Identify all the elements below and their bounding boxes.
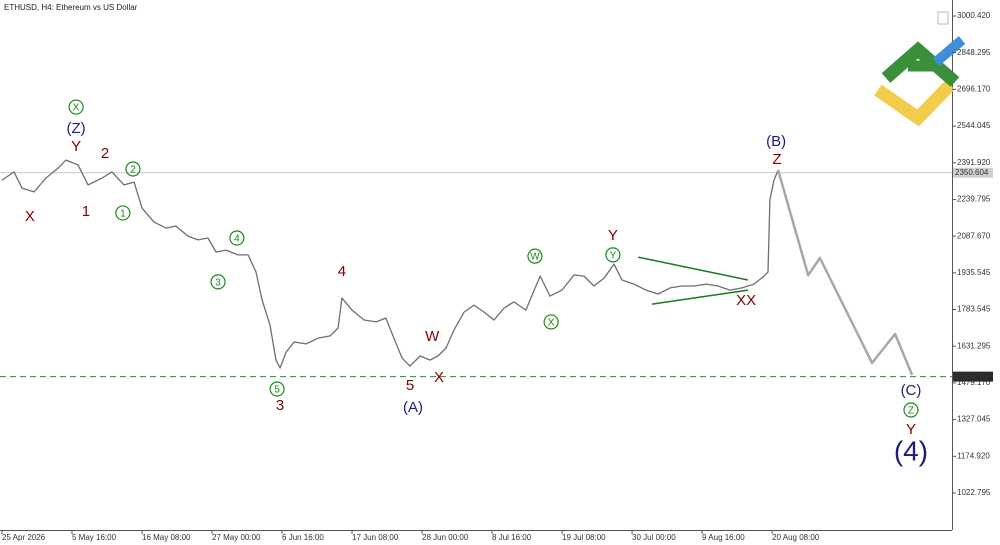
price-label-box [953, 371, 993, 382]
price-label: 2350.604 [955, 168, 989, 177]
wave-label: X [25, 208, 35, 225]
y-tick-label: 1174.920 [957, 451, 990, 460]
wave-label: 3 [276, 397, 284, 414]
wave-circle [605, 247, 621, 263]
wave-label: X [548, 318, 555, 329]
wave-circle [903, 402, 919, 418]
wave-circle [269, 381, 285, 397]
trade-icon[interactable] [937, 11, 949, 25]
y-tick-label: 1783.545 [957, 305, 991, 314]
x-tick-label: 28 Jun 00:00 [422, 533, 469, 542]
y-tick-label: 1327.045 [957, 415, 991, 424]
wave-circle [229, 230, 245, 246]
wave-circle [527, 248, 543, 264]
x-tick-label: 16 May 08:00 [142, 533, 191, 542]
y-tick-label: 2239.795 [957, 195, 991, 204]
wave-circle [210, 274, 226, 290]
wave-circle [68, 99, 84, 115]
logo [874, 36, 966, 127]
wave-label: W [425, 328, 440, 345]
x-tick-label: 25 Apr 2026 [2, 533, 46, 542]
trend-line [651, 289, 749, 305]
wave-label: W [530, 252, 540, 263]
y-tick-label: 1479.170 [957, 378, 991, 387]
wave-label: 1 [120, 209, 126, 220]
y-tick-label: 3000.420 [957, 11, 991, 20]
x-tick-label: 5 May 16:00 [72, 533, 117, 542]
x-tick-label: 20 Aug 08:00 [772, 533, 820, 542]
y-tick-label: 1935.545 [957, 268, 991, 277]
wave-label: Z [772, 151, 781, 168]
wave-label: (C) [901, 382, 922, 399]
wave-label: 2 [130, 165, 136, 176]
wave-label: 3 [215, 278, 221, 289]
wave-label: 2 [101, 145, 109, 162]
wave-label: Y [608, 227, 618, 244]
projection-line [776, 169, 914, 376]
x-tick-label: 30 Jul 00:00 [632, 533, 676, 542]
wave-label: Y [71, 138, 81, 155]
trend-line [637, 256, 749, 281]
wave-label: X [73, 103, 80, 114]
wave-label: 4 [338, 263, 346, 280]
y-tick-label: 2848.295 [957, 48, 991, 57]
wave-label: X [434, 369, 444, 386]
wave-circle [125, 161, 141, 177]
wave-label: (B) [766, 133, 786, 150]
x-tick-label: 6 Jun 16:00 [282, 533, 324, 542]
x-tick-label: 17 Jun 08:00 [352, 533, 399, 542]
wave-label: (4) [894, 435, 928, 466]
x-tick-label: 19 Jul 08:00 [562, 533, 606, 542]
wave-label: Z [908, 406, 914, 417]
wave-label: 1 [82, 203, 90, 220]
wave-label: 5 [274, 385, 280, 396]
wave-label: (A) [403, 399, 423, 416]
price-label: 1505.307 [955, 372, 989, 381]
x-tick-label: 8 Jul 16:00 [492, 533, 532, 542]
price-label-box [953, 167, 993, 178]
wave-label: Y [906, 421, 916, 438]
y-tick-label: 2087.670 [957, 231, 991, 240]
wave-label: Y [610, 251, 617, 262]
price-line [1, 159, 779, 369]
wave-label: XX [736, 292, 756, 309]
wave-label: 5 [406, 377, 414, 394]
wave-circle [543, 314, 559, 330]
x-tick-label: 27 May 00:00 [212, 533, 261, 542]
y-tick-label: 1631.295 [957, 341, 991, 350]
y-tick-label: 1022.795 [957, 488, 991, 497]
wave-label: 4 [234, 234, 240, 245]
wave-label: (Z) [67, 120, 86, 137]
chart-title: ETHUSD, H4: Ethereum vs US Dollar [4, 3, 138, 12]
x-tick-label: 9 Aug 16:00 [702, 533, 745, 542]
y-tick-label: 2696.170 [957, 85, 991, 94]
wave-circle [115, 205, 131, 221]
y-tick-label: 2544.045 [957, 121, 991, 130]
y-tick-label: 2391.920 [957, 158, 991, 167]
